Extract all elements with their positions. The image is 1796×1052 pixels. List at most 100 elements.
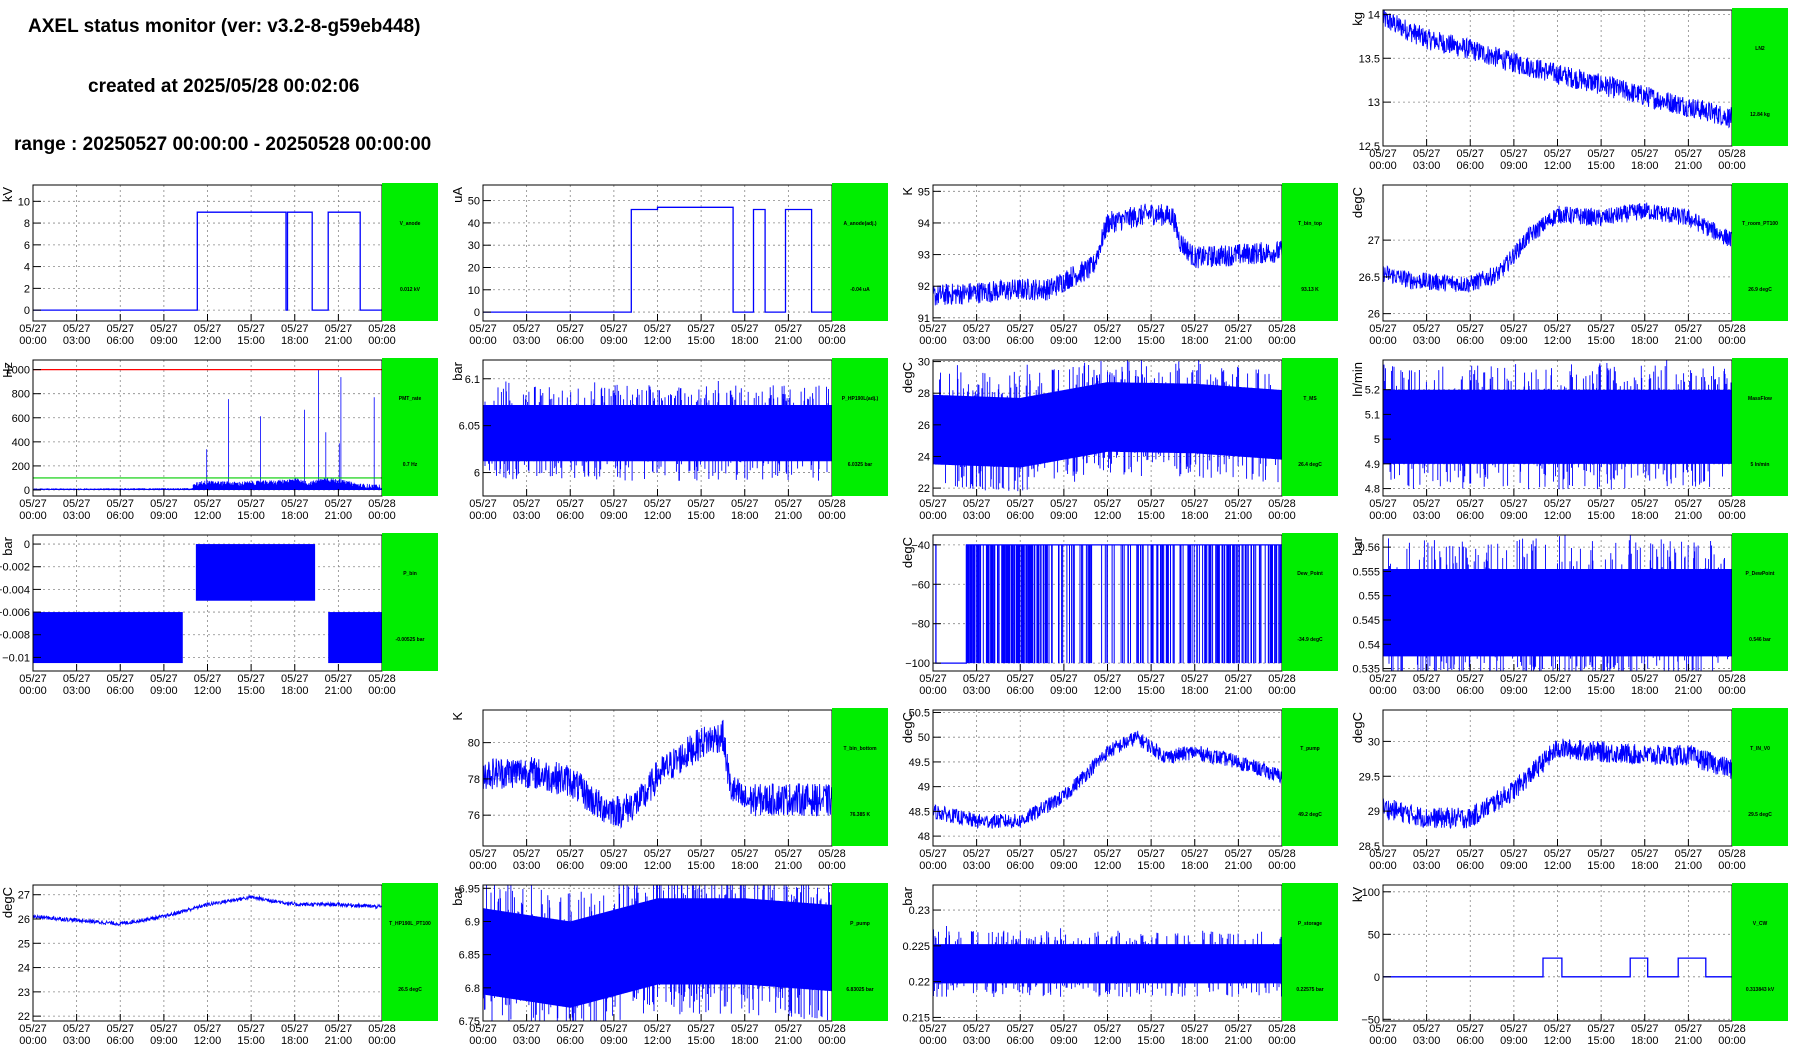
y-tick-label: 48.5: [909, 806, 930, 818]
x-tick-label: 05/27 09:00: [600, 323, 628, 346]
series-band: [933, 926, 1282, 997]
x-tick-label: 05/27 06:00: [1456, 148, 1484, 171]
x-tick-label: 05/27 06:00: [1456, 1023, 1484, 1046]
data-series: [933, 926, 1282, 997]
x-tick-label: 05/27 12:00: [194, 673, 222, 696]
data-series: [33, 894, 382, 927]
y-tick-label: −0.008: [0, 630, 30, 642]
y-axis-label: bar: [0, 536, 15, 555]
created-timestamp: created at 2025/05/28 00:02:06: [88, 76, 360, 97]
x-tick-label: 05/27 03:00: [513, 498, 541, 521]
x-tick-label: 05/27 21:00: [1675, 673, 1703, 696]
chart-svg: 76 78 80 05/27 00:00 05/27 03:00 05/27 06:00 05/2…: [450, 709, 846, 871]
y-axis-label: degC: [1350, 187, 1365, 218]
y-tick-label: −0.01: [2, 652, 30, 664]
chart-svg: 12.5 13 13.5 14 05/27 00:00 05/27 03:00 05/27 06:…: [1350, 9, 1746, 171]
y-tick-label: 78: [468, 774, 480, 786]
x-tick-label: 05/27 15:00: [1587, 323, 1615, 346]
status-badge: A_anode(adj.) -0.04 uA: [832, 183, 888, 321]
x-tick-label: 05/27 15:00: [1587, 498, 1615, 521]
y-tick-label: 5.1: [1365, 409, 1380, 421]
current-value-label: 49.2 degC: [1298, 812, 1322, 818]
y-tick-label: 100: [1362, 887, 1380, 899]
x-tick-label: 05/27 00:00: [19, 323, 47, 346]
series-line: [1383, 738, 1732, 830]
x-tick-label: 05/27 03:00: [1413, 1023, 1441, 1046]
series-line: [1383, 957, 1732, 978]
x-tick-label: 05/27 15:00: [1137, 323, 1165, 346]
y-tick-label: 48: [918, 831, 930, 843]
x-tick-label: 05/27 15:00: [1137, 673, 1165, 696]
series-line: [1383, 10, 1732, 129]
x-tick-label: 05/27 09:00: [1500, 323, 1528, 346]
x-tick-label: 05/28 00:00: [1268, 323, 1296, 346]
x-tick-label: 05/28 00:00: [1268, 498, 1296, 521]
y-tick-label: 29: [1368, 806, 1380, 818]
status-badge: V_CW 0.313843 kV: [1732, 883, 1788, 1021]
status-badge: T_MS 26.4 degC: [1282, 358, 1338, 496]
x-tick-label: 05/27 21:00: [1225, 498, 1253, 521]
x-tick-label: 05/27 12:00: [1094, 323, 1122, 346]
x-tick-label: 05/27 00:00: [19, 673, 47, 696]
x-tick-label: 05/27 09:00: [1050, 323, 1078, 346]
x-tick-label: 05/27 18:00: [1631, 498, 1659, 521]
y-axis-label: Hz: [0, 362, 15, 378]
y-tick-label: 30: [918, 358, 930, 369]
x-tick-label: 05/27 06:00: [556, 498, 584, 521]
data-series: [33, 544, 382, 664]
x-tick-label: 05/27 03:00: [1413, 148, 1441, 171]
x-tick-label: 05/27 00:00: [1369, 498, 1397, 521]
y-axis-label: kV: [1350, 887, 1365, 903]
x-tick-label: 05/28 00:00: [1718, 673, 1746, 696]
x-tick-label: 05/27 18:00: [731, 498, 759, 521]
y-tick-label: 80: [468, 738, 480, 750]
y-tick-label: 6: [474, 468, 480, 480]
x-tick-label: 05/27 21:00: [1675, 323, 1703, 346]
chart-svg: 6 6.05 6.1 05/27 00:00 05/27 03:00 05/27 06:00 05…: [450, 359, 846, 521]
data-series: [1383, 10, 1732, 129]
y-tick-label: 0.535: [1352, 664, 1380, 676]
y-tick-label: 0: [24, 485, 30, 497]
x-tick-label: 05/27 00:00: [919, 323, 947, 346]
status-badge: T_HP190L_PT100 26.5 degC: [382, 883, 438, 1021]
x-tick-label: 05/28 00:00: [368, 498, 396, 521]
y-tick-label: 13.5: [1359, 53, 1380, 65]
data-series: [483, 381, 832, 481]
y-axis-label: degC: [900, 537, 915, 568]
x-tick-label: 05/27 06:00: [1456, 848, 1484, 871]
x-tick-label: 05/27 09:00: [1050, 848, 1078, 871]
y-tick-label: 24: [18, 963, 30, 975]
x-tick-label: 05/27 18:00: [1631, 673, 1659, 696]
x-tick-label: 05/28 00:00: [368, 323, 396, 346]
y-tick-label: 6.75: [459, 1016, 480, 1028]
status-badge: P_DewPoint 0.546 bar: [1732, 533, 1788, 671]
status-badge: P_bin -0.00525 bar: [382, 533, 438, 671]
y-axis-label: bar: [1350, 536, 1365, 555]
series-band: [1383, 535, 1732, 671]
x-tick-label: 05/27 18:00: [1181, 848, 1209, 871]
x-tick-label: 05/27 06:00: [1456, 673, 1484, 696]
series-line: [483, 719, 832, 830]
chart-panel-t_hp190l_pt100: 22 23 24 25 26 27 05/27 00:00 05/27 03:00 05/27 06:…: [0, 883, 446, 1046]
chart-svg: 22 23 24 25 26 27 05/27 00:00 05/27 03:00 05/27 06:…: [0, 884, 396, 1046]
y-tick-label: 40: [468, 218, 480, 230]
chart-svg: −0.01 −0.008 −0.006 −0.004 −0.002 0 05/2700:00…: [0, 534, 396, 696]
current-value-label: 0.22575 bar: [1296, 987, 1324, 993]
x-tick-label: 05/27 15:00: [1137, 498, 1165, 521]
y-tick-label: 23: [18, 987, 30, 999]
y-axis-label: degC: [1350, 712, 1365, 743]
y-tick-label: 50: [468, 196, 480, 208]
y-tick-label: 92: [918, 281, 930, 293]
x-tick-label: 05/27 18:00: [1181, 1023, 1209, 1046]
chart-panel-t_room_pt100: 26 26.5 27 05/27 00:00 05/27 03:00 05/27 06:00 05…: [1350, 183, 1796, 346]
series-block: [33, 612, 183, 664]
x-tick-label: 05/27 12:00: [644, 323, 672, 346]
y-tick-label: 4: [24, 262, 30, 274]
series-name-label: Dew_Point: [1297, 571, 1323, 577]
current-value-label: -0.04 uA: [850, 287, 870, 293]
chart-svg: 0 10 20 30 40 50 05/27 00:00 05/27 03:00 05/27 06:0…: [450, 184, 846, 346]
x-tick-label: 05/27 00:00: [469, 848, 497, 871]
x-tick-label: 05/27 18:00: [281, 498, 309, 521]
x-tick-label: 05/27 21:00: [325, 673, 353, 696]
x-tick-label: 05/27 00:00: [1369, 323, 1397, 346]
